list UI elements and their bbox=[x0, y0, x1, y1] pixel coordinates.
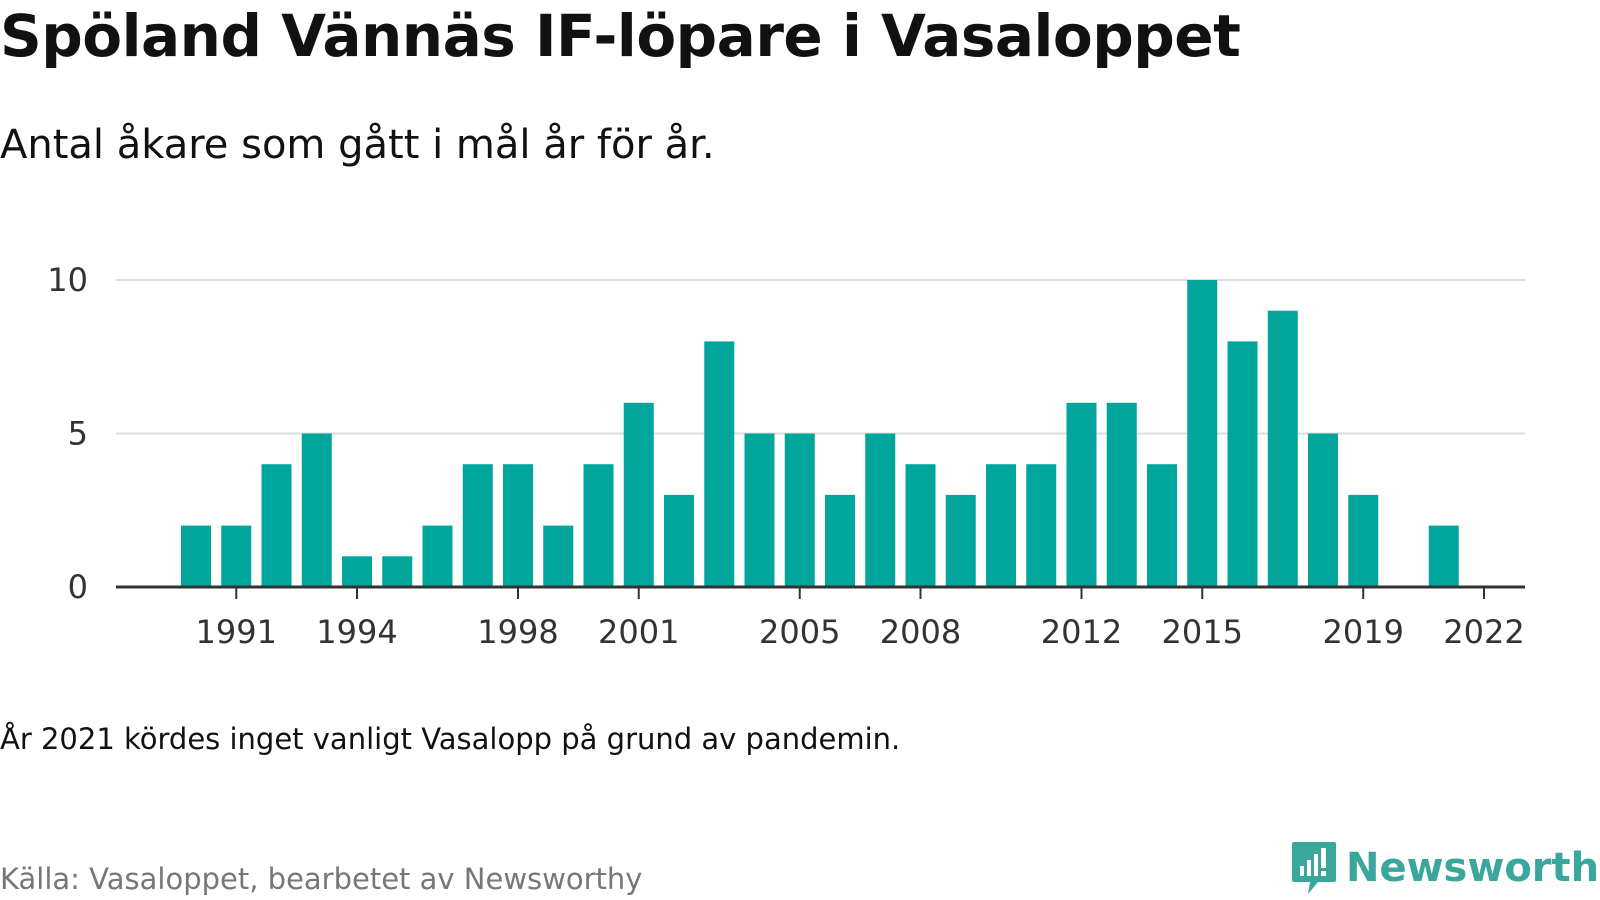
x-tick-label: 2001 bbox=[598, 613, 679, 651]
y-tick-label: 5 bbox=[68, 415, 88, 453]
chart-title: Spöland Vännäs IF-löpare i Vasaloppet bbox=[0, 2, 1241, 70]
bar-2012 bbox=[1066, 402, 1097, 587]
bar-2002 bbox=[664, 494, 694, 587]
bar-1998 bbox=[503, 464, 533, 587]
x-tick-label: 2022 bbox=[1443, 613, 1524, 651]
bar-2015 bbox=[1187, 280, 1218, 587]
x-tick-label: 2012 bbox=[1041, 613, 1122, 651]
bar-2021 bbox=[1428, 525, 1459, 587]
bar-2005 bbox=[784, 433, 815, 587]
bar-2008 bbox=[905, 464, 936, 587]
axes: 0 5 10 1991 1994 1998 2001 2005 2008 2012 2015 2019… bbox=[47, 261, 1525, 651]
bar-chart: 0 5 10 1991 1994 1998 2001 2005 2008 2012 2015 2019… bbox=[47, 261, 1525, 651]
bar-1996 bbox=[422, 525, 453, 587]
bar-2004 bbox=[744, 433, 775, 587]
bar-2003 bbox=[704, 341, 735, 587]
bar-1997 bbox=[462, 464, 493, 587]
bar-2006 bbox=[825, 494, 855, 587]
footnote: År 2021 kördes inget vanligt Vasalopp på… bbox=[0, 722, 901, 756]
bar-1995 bbox=[382, 556, 413, 587]
bar-2018 bbox=[1308, 433, 1338, 587]
bar-1993 bbox=[301, 433, 332, 587]
bars bbox=[181, 280, 1459, 587]
y-tick-label: 10 bbox=[47, 261, 88, 299]
bar-1994 bbox=[342, 556, 372, 587]
bar-2011 bbox=[1026, 464, 1057, 587]
bar-2007 bbox=[865, 433, 896, 587]
x-tick-label: 2015 bbox=[1162, 613, 1243, 651]
bar-2001 bbox=[623, 402, 654, 587]
x-tick-label: 2019 bbox=[1323, 613, 1404, 651]
x-tick-label: 2008 bbox=[880, 613, 961, 651]
bar-2013 bbox=[1106, 402, 1137, 587]
x-tick-label: 1998 bbox=[477, 613, 558, 651]
bar-1999 bbox=[543, 525, 574, 587]
bar-2000 bbox=[583, 464, 614, 587]
chart-subtitle: Antal åkare som gått i mål år för år. bbox=[0, 122, 715, 168]
y-tick-label: 0 bbox=[68, 568, 88, 606]
bar-2016 bbox=[1227, 341, 1258, 587]
bar-1992 bbox=[261, 464, 292, 587]
bar-1991 bbox=[221, 525, 252, 587]
x-tick-label: 1991 bbox=[196, 613, 277, 651]
bar-2017 bbox=[1267, 310, 1298, 587]
bar-2014 bbox=[1147, 464, 1177, 587]
newsworthy-logo: Newsworthy bbox=[1290, 840, 1600, 896]
bar-2019 bbox=[1348, 494, 1379, 587]
bar-2010 bbox=[986, 464, 1016, 587]
newsworthy-logo-icon bbox=[1292, 842, 1336, 894]
bar-1990 bbox=[181, 525, 211, 587]
newsworthy-logo-text: Newsworthy bbox=[1346, 845, 1600, 891]
x-tick-label: 1994 bbox=[316, 613, 397, 651]
x-tick-label: 2005 bbox=[759, 613, 840, 651]
bar-2009 bbox=[945, 494, 976, 587]
source-credit: Källa: Vasaloppet, bearbetet av Newswort… bbox=[0, 862, 643, 896]
grid-lines bbox=[116, 279, 1525, 435]
